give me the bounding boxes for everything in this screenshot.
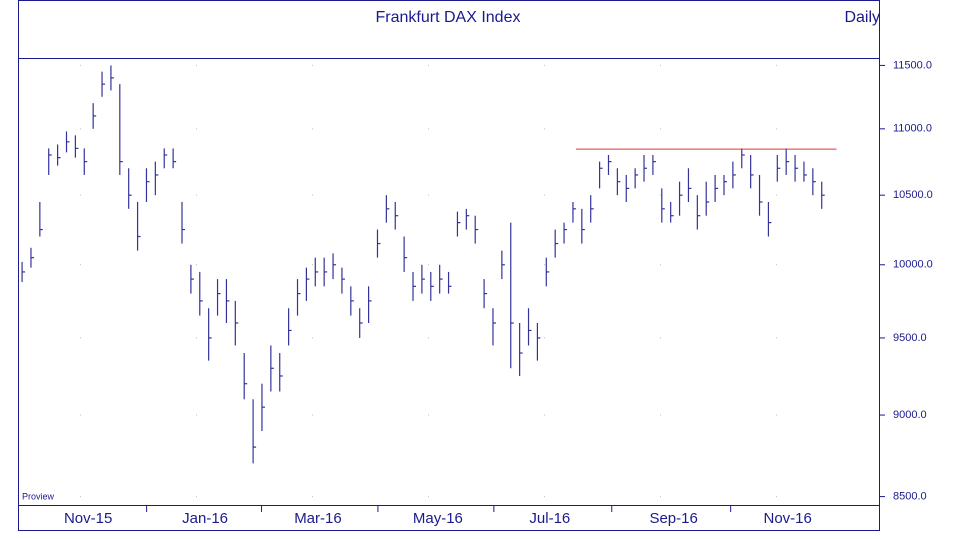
x-tick-label: Jan-16 — [182, 510, 228, 527]
y-tick-label: 11000.0 — [893, 123, 932, 135]
x-tick-label: Sep-16 — [649, 510, 697, 527]
chart-title: Frankfurt DAX Index — [376, 9, 521, 26]
x-tick-label: May-16 — [413, 510, 463, 527]
x-tick-label: Nov-15 — [64, 510, 112, 527]
x-tick-label: Nov-16 — [763, 510, 811, 527]
chart-subtitle: Daily — [844, 9, 880, 26]
x-tick-label: Jul-16 — [529, 510, 570, 527]
y-tick-label: 10000.0 — [893, 259, 933, 271]
frame — [18, 0, 880, 531]
watermark: Proview — [22, 491, 55, 501]
y-tick-label: 11500.0 — [893, 59, 932, 71]
y-tick-label: 10500.0 — [893, 189, 933, 201]
x-tick-label: Mar-16 — [294, 510, 342, 527]
y-tick-label: 9000.0 — [893, 409, 927, 421]
y-tick-label: 8500.0 — [893, 490, 927, 502]
y-tick-label: 9500.0 — [893, 332, 927, 344]
